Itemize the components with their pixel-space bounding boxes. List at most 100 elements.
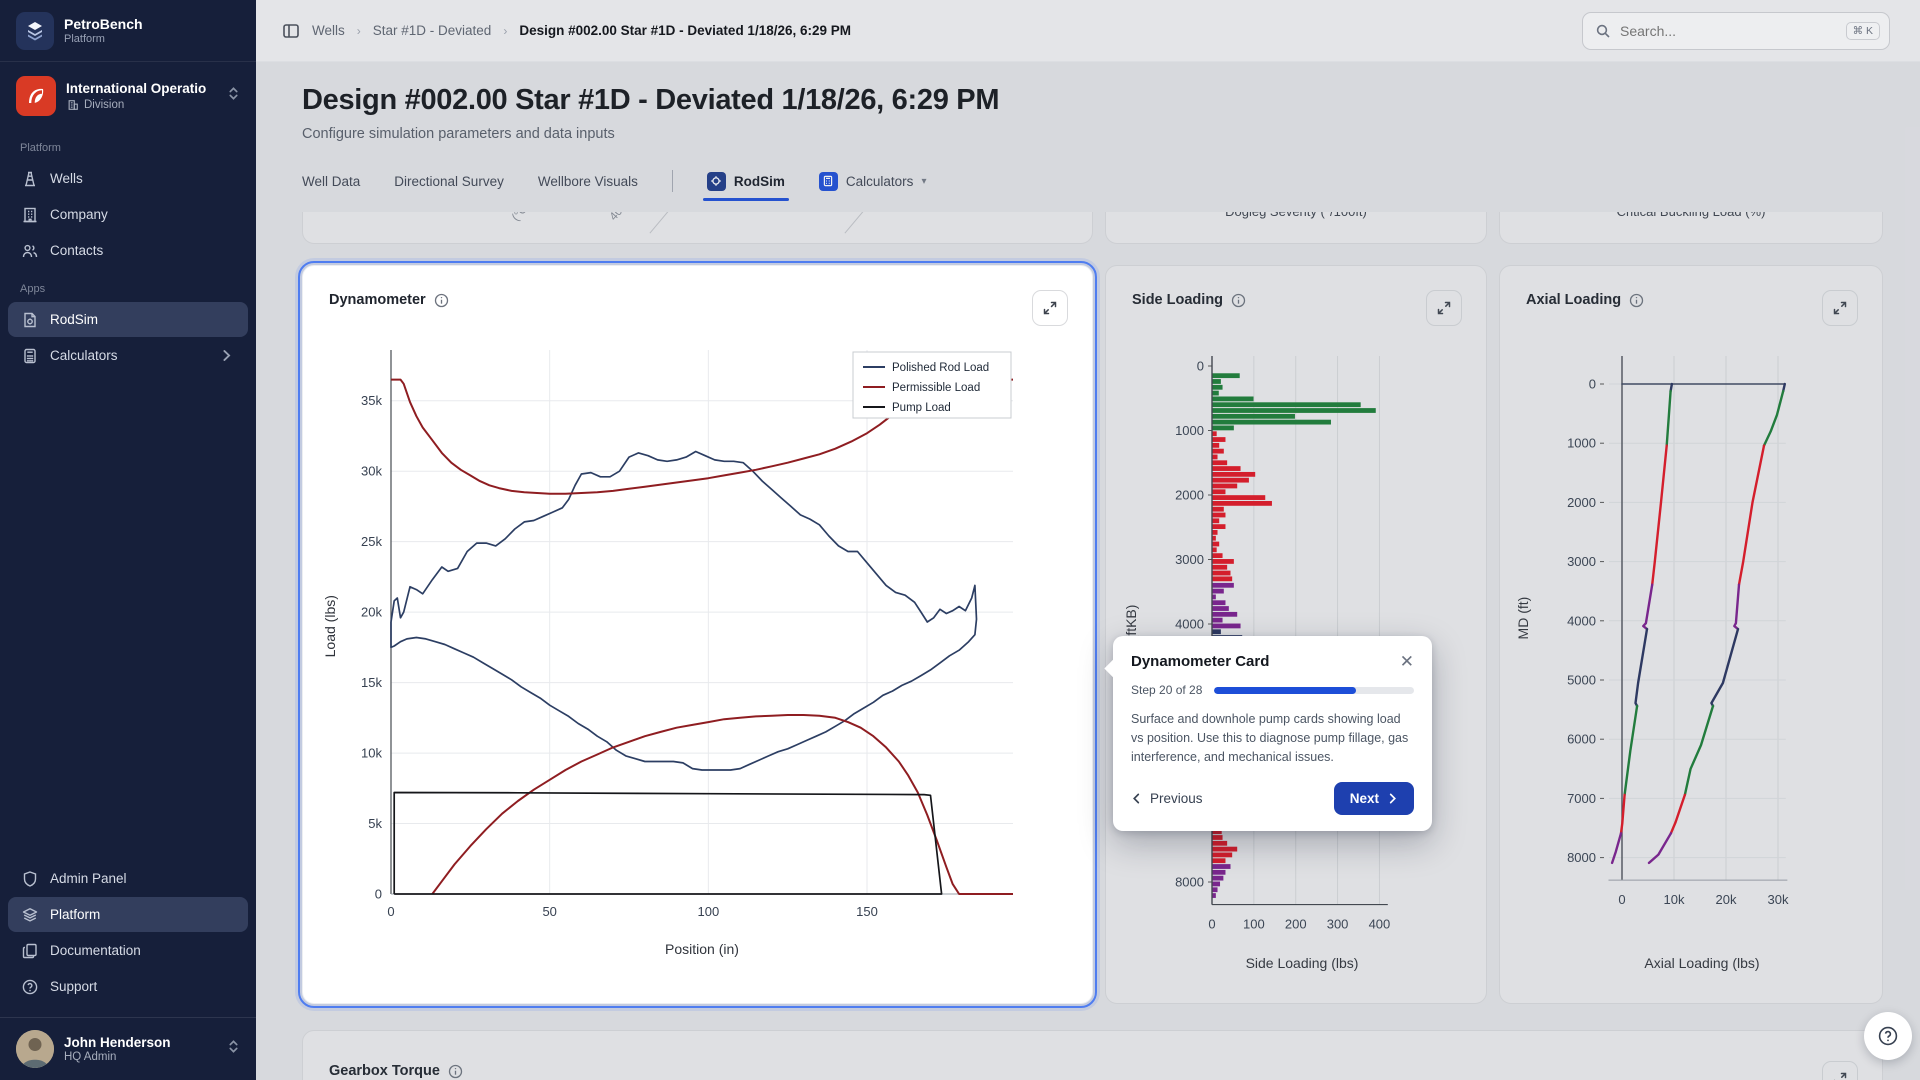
tour-popup-title: Dynamometer Card <box>1131 653 1270 670</box>
search-input[interactable] <box>1620 22 1837 39</box>
svg-text:20k: 20k <box>1716 892 1737 907</box>
calculators-tab-icon <box>818 171 838 191</box>
sidebar-item-support[interactable]: Support <box>8 969 248 1004</box>
breadcrumb-separator: › <box>356 23 361 38</box>
svg-text:1000: 1000 <box>1175 423 1204 438</box>
svg-text:Side Loading (lbs): Side Loading (lbs) <box>1246 955 1359 971</box>
svg-text:100: 100 <box>697 904 719 919</box>
svg-text:35k: 35k <box>361 393 382 408</box>
tour-step-label: Step 20 of 28 <box>1131 683 1203 697</box>
dynamometer-title: Dynamometer <box>329 292 426 308</box>
expand-icon[interactable] <box>1032 290 1068 326</box>
help-icon <box>20 977 39 996</box>
sidebar-item-company[interactable]: Company <box>8 197 248 232</box>
side-loading-title: Side Loading <box>1132 292 1224 308</box>
search-shortcut-badge: ⌘ K <box>1845 21 1880 40</box>
expand-icon[interactable] <box>1822 1061 1858 1080</box>
org-chevron-updown-icon <box>227 86 240 106</box>
division-icon <box>66 98 79 111</box>
info-icon[interactable] <box>434 293 449 308</box>
user-role: HQ Admin <box>64 1051 117 1063</box>
svg-text:0: 0 <box>1197 359 1204 374</box>
rodsim-tab-icon <box>706 171 726 191</box>
tab-directional-survey[interactable]: Directional Survey <box>394 173 504 189</box>
topbar: Wells › Star #1D - Deviated › Design #002.00… <box>256 0 1920 62</box>
scrolled-card-stub-buckling: Critical Buckling Load (%) <box>1499 212 1883 244</box>
svg-text:50: 50 <box>542 904 556 919</box>
org-logo-icon <box>16 76 56 116</box>
docs-icon <box>20 941 39 960</box>
sidebar-item-contacts[interactable]: Contacts <box>8 233 248 268</box>
svg-text:Position (in): Position (in) <box>665 941 739 957</box>
breadcrumb-item[interactable]: Star #1D - Deviated <box>372 23 492 38</box>
sidebar-section-label: Apps <box>20 283 46 295</box>
sidebar-item-platform[interactable]: Platform <box>8 897 248 932</box>
next-button[interactable]: Next <box>1333 782 1414 816</box>
scrolled-card-stub-left: (°C) 400 <box>302 212 1093 244</box>
svg-text:150: 150 <box>856 904 878 919</box>
svg-text:Load (lbs): Load (lbs) <box>322 595 338 657</box>
app-header: PetroBench Platform <box>0 0 256 62</box>
previous-button[interactable]: Previous <box>1131 791 1203 806</box>
org-name: International Operatio <box>66 81 207 96</box>
org-type: Division <box>84 98 125 111</box>
derrick-icon <box>20 169 39 188</box>
sidebar-item-calculators[interactable]: Calculators <box>8 338 248 373</box>
close-icon[interactable]: ✕ <box>1399 652 1414 671</box>
sidebar-footer-nav: Admin Panel Platform Documentation Support <box>0 860 256 1007</box>
tab-well-data[interactable]: Well Data <box>302 173 361 189</box>
svg-text:6000: 6000 <box>1567 732 1596 747</box>
tab-rodsim[interactable]: RodSim <box>702 164 789 201</box>
axial-loading-chart: 0 10k 20k 30k 0 1000 2000 3000 4000 5000 6000 7000 8… <box>1515 356 1789 971</box>
breadcrumb-item[interactable]: Wells <box>312 23 345 38</box>
svg-text:4000: 4000 <box>1175 617 1204 632</box>
svg-text:400: 400 <box>1369 917 1391 932</box>
breadcrumb-item: Design #002.00 Star #1D - Deviated 1/18/… <box>519 23 852 38</box>
dynamometer-chart: 0 5k 10k 15k 20k 25k 30k 35k 0 50 100 150 Position (… <box>322 350 1013 957</box>
svg-text:30k: 30k <box>361 464 382 479</box>
tab-wellbore-visuals[interactable]: Wellbore Visuals <box>537 173 638 189</box>
expand-icon[interactable] <box>1426 290 1462 326</box>
tab-calculators[interactable]: Calculators ▾ <box>818 164 927 198</box>
tour-popup: Dynamometer Card ✕ Step 20 of 28 Surface… <box>1113 636 1432 832</box>
rotated-tick-label: 400 <box>607 212 630 224</box>
sidebar-toggle-icon[interactable] <box>282 22 300 40</box>
svg-text:MD (ft): MD (ft) <box>1515 597 1531 640</box>
sidebar-item-admin-panel[interactable]: Admin Panel <box>8 861 248 896</box>
help-button[interactable] <box>1864 1012 1912 1060</box>
expand-icon[interactable] <box>1822 290 1858 326</box>
svg-text:3000: 3000 <box>1175 552 1204 567</box>
org-switcher[interactable]: International Operatio Division <box>0 62 256 128</box>
sidebar-item-wells[interactable]: Wells <box>8 161 248 196</box>
user-name: John Henderson <box>64 1035 171 1050</box>
svg-text:7000: 7000 <box>1567 791 1596 806</box>
sidebar-item-rodsim[interactable]: RodSim <box>8 302 248 337</box>
search-icon <box>1595 23 1611 39</box>
rotated-tick-label: (°C) <box>509 212 533 224</box>
sidebar-item-documentation[interactable]: Documentation <box>8 933 248 968</box>
axial-loading-card: Axial Loading 0 10k 20k 30k 0 1000 2000 3000 400… <box>1499 265 1883 1004</box>
petrobench-logo-icon <box>16 11 54 50</box>
info-icon[interactable] <box>1231 293 1246 308</box>
svg-text:1000: 1000 <box>1567 436 1596 451</box>
svg-text:Permissible Load: Permissible Load <box>892 382 980 394</box>
app-name: PetroBench <box>64 16 143 33</box>
chevron-down-icon: ▾ <box>921 175 927 187</box>
svg-text:30k: 30k <box>1768 892 1789 907</box>
breadcrumb: Wells › Star #1D - Deviated › Design #002.00… <box>282 22 851 40</box>
info-icon[interactable] <box>1629 293 1644 308</box>
user-menu[interactable]: John Henderson HQ Admin <box>0 1017 256 1080</box>
page-title: Design #002.00 Star #1D - Deviated 1/18/… <box>302 84 1000 116</box>
scrolled-card-stub-dogleg: Dogleg Severity (°/100ft) <box>1105 212 1487 244</box>
svg-text:200: 200 <box>1285 917 1307 932</box>
svg-text:2000: 2000 <box>1567 495 1596 510</box>
svg-text:4000: 4000 <box>1567 613 1596 628</box>
search-box[interactable]: ⌘ K <box>1582 11 1890 50</box>
svg-text:100: 100 <box>1243 917 1265 932</box>
layers-icon <box>20 905 39 924</box>
info-icon[interactable] <box>448 1064 463 1079</box>
sidebar: PetroBench Platform International Operat… <box>0 0 256 1080</box>
tab-divider <box>671 170 673 192</box>
people-icon <box>20 241 39 260</box>
svg-text:300: 300 <box>1327 917 1349 932</box>
